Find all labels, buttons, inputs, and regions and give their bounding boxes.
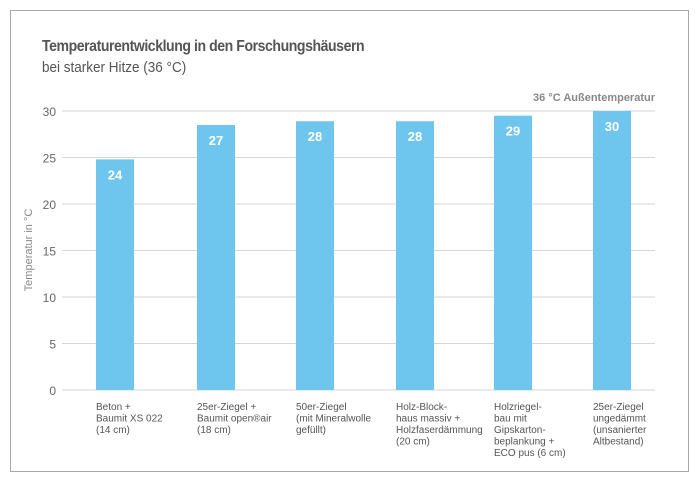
- y-axis-title: Temperatur in °C: [23, 209, 35, 292]
- chart-subtitle: bei starker Hitze (36 °C): [42, 59, 187, 76]
- bar-value-label: 28: [308, 129, 322, 144]
- x-category-label: (mit Mineralwolle: [296, 414, 371, 425]
- bar: [296, 121, 334, 390]
- x-category-label: 25er-Ziegel +: [197, 402, 256, 413]
- bar: [197, 124, 235, 390]
- x-category-label: Holzriegel-: [494, 402, 542, 413]
- x-category-label: (20 cm): [396, 437, 430, 448]
- bar-value-label: 29: [506, 124, 520, 139]
- bar: [96, 159, 134, 390]
- x-category-label: (18 cm): [197, 425, 231, 436]
- y-tick-label: 5: [49, 338, 56, 352]
- x-category-label: haus massiv +: [396, 414, 460, 425]
- y-tick-label: 25: [43, 152, 57, 166]
- x-category-label: Beton +: [96, 402, 131, 413]
- x-category-label: Holz-Block-: [396, 402, 447, 413]
- y-tick-label: 0: [49, 384, 56, 398]
- x-category-label: (unsanierter: [593, 425, 647, 436]
- bar-value-label: 27: [209, 133, 223, 148]
- x-category-label: Holzfaserdämmung: [396, 425, 483, 436]
- x-category-label: Baumit open®air: [197, 414, 272, 425]
- x-category-label: (14 cm): [96, 425, 130, 436]
- bar-value-label: 24: [108, 167, 123, 182]
- x-category-label: Baumit XS 022: [96, 414, 163, 425]
- chart-frame: [10, 10, 689, 472]
- x-category-label: ECO pus (6 cm): [494, 448, 566, 459]
- x-category-label: 25er-Ziegel: [593, 402, 644, 413]
- x-category-label: gefüllt): [296, 425, 326, 436]
- bar-value-label: 30: [605, 119, 619, 134]
- annotation: 36 °C Außentemperatur: [533, 92, 656, 104]
- y-tick-label: 15: [43, 245, 57, 259]
- bar: [593, 111, 631, 390]
- bar-value-label: 28: [408, 129, 422, 144]
- x-category-label: ungedämmt: [593, 414, 646, 425]
- x-category-label: beplankung +: [494, 437, 554, 448]
- x-category-label: 50er-Ziegel: [296, 402, 347, 413]
- y-tick-label: 10: [43, 291, 57, 305]
- x-category-label: Altbestand): [593, 437, 644, 448]
- x-category-label: bau mit: [494, 414, 527, 425]
- chart-title: Temperaturentwicklung in den Forschungsh…: [42, 38, 365, 55]
- bar: [494, 115, 532, 391]
- y-tick-label: 20: [43, 198, 57, 212]
- bar: [396, 121, 434, 390]
- x-category-label: Gipskarton-: [494, 425, 546, 436]
- y-tick-label: 30: [43, 105, 57, 119]
